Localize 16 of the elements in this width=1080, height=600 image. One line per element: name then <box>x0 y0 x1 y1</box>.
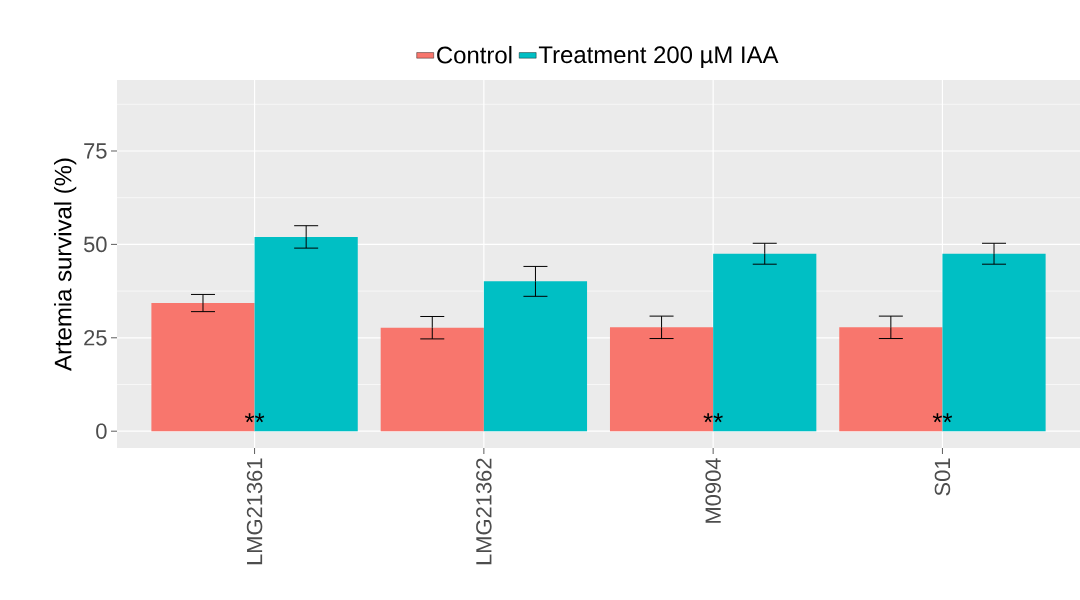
bar <box>380 327 484 432</box>
y-tick-label: 0 <box>96 423 107 439</box>
x-tick-label: M0904 <box>705 458 721 523</box>
y-tick-label: 25 <box>84 330 107 346</box>
y-axis-title: Artemia survival (%) <box>53 158 77 371</box>
y-tick-label: 50 <box>83 236 107 253</box>
x-tick-label: S01 <box>934 458 951 496</box>
annotation: ** <box>703 413 723 423</box>
annotation: ** <box>244 413 265 423</box>
bar <box>483 281 588 432</box>
legend-label: Treatment 200 µM IAA <box>538 46 779 68</box>
x-tick-label: LMG21362 <box>476 458 492 565</box>
x-tick-label: LMG21361 <box>246 458 263 565</box>
annotation: ** <box>932 413 953 423</box>
y-tick-label: 75 <box>84 143 107 159</box>
legend-label: Control <box>437 45 512 64</box>
